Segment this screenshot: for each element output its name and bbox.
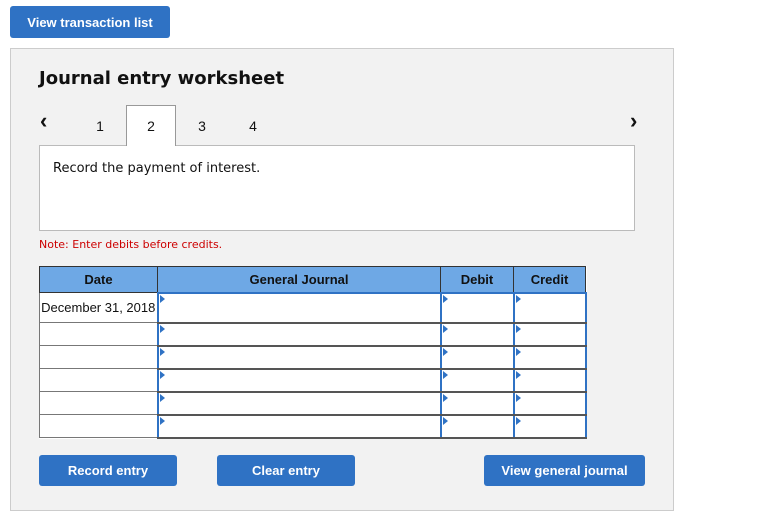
date-cell: December 31, 2018: [39, 292, 158, 323]
tab-3[interactable]: 3: [198, 117, 206, 134]
date-cell: [39, 322, 158, 346]
chevron-right-icon[interactable]: ›: [630, 108, 638, 133]
page-title: Journal entry worksheet: [39, 68, 285, 89]
debit-input[interactable]: [439, 291, 515, 324]
account-input[interactable]: [156, 390, 442, 416]
credit-input[interactable]: [512, 413, 587, 439]
header-credit: Credit: [513, 266, 586, 293]
table-row: [39, 390, 587, 416]
table-row: [39, 321, 587, 347]
debit-input[interactable]: [439, 321, 515, 347]
date-cell: [39, 345, 158, 369]
chevron-left-icon[interactable]: ‹: [40, 108, 48, 133]
clear-entry-button[interactable]: Clear entry: [217, 455, 355, 486]
debit-input[interactable]: [439, 413, 515, 439]
tab-1[interactable]: 1: [96, 117, 104, 134]
note-text: Note: Enter debits before credits.: [39, 238, 223, 251]
table-row: [39, 344, 587, 370]
header-debit: Debit: [440, 266, 514, 293]
view-general-journal-button[interactable]: View general journal: [484, 455, 645, 486]
journal-table: Date General Journal Debit Credit Decemb…: [39, 266, 587, 439]
account-input[interactable]: [156, 413, 442, 439]
debit-input[interactable]: [439, 344, 515, 370]
date-cell: [39, 368, 158, 392]
header-general-journal: General Journal: [157, 266, 441, 293]
table-row: [39, 413, 587, 439]
credit-input[interactable]: [512, 321, 587, 347]
debit-input[interactable]: [439, 390, 515, 416]
tab-2[interactable]: 2: [126, 105, 176, 146]
transaction-description: Record the payment of interest.: [39, 145, 635, 231]
account-input[interactable]: [156, 291, 442, 324]
table-row: December 31, 2018: [39, 291, 587, 324]
credit-input[interactable]: [512, 367, 587, 393]
header-date: Date: [39, 266, 158, 293]
debit-input[interactable]: [439, 367, 515, 393]
table-row: [39, 367, 587, 393]
view-transaction-list-button[interactable]: View transaction list: [10, 6, 170, 38]
account-input[interactable]: [156, 367, 442, 393]
account-input[interactable]: [156, 344, 442, 370]
record-entry-button[interactable]: Record entry: [39, 455, 177, 486]
tab-4[interactable]: 4: [249, 117, 257, 134]
date-cell: [39, 414, 158, 438]
credit-input[interactable]: [512, 291, 587, 324]
account-input[interactable]: [156, 321, 442, 347]
credit-input[interactable]: [512, 344, 587, 370]
credit-input[interactable]: [512, 390, 587, 416]
date-cell: [39, 391, 158, 415]
